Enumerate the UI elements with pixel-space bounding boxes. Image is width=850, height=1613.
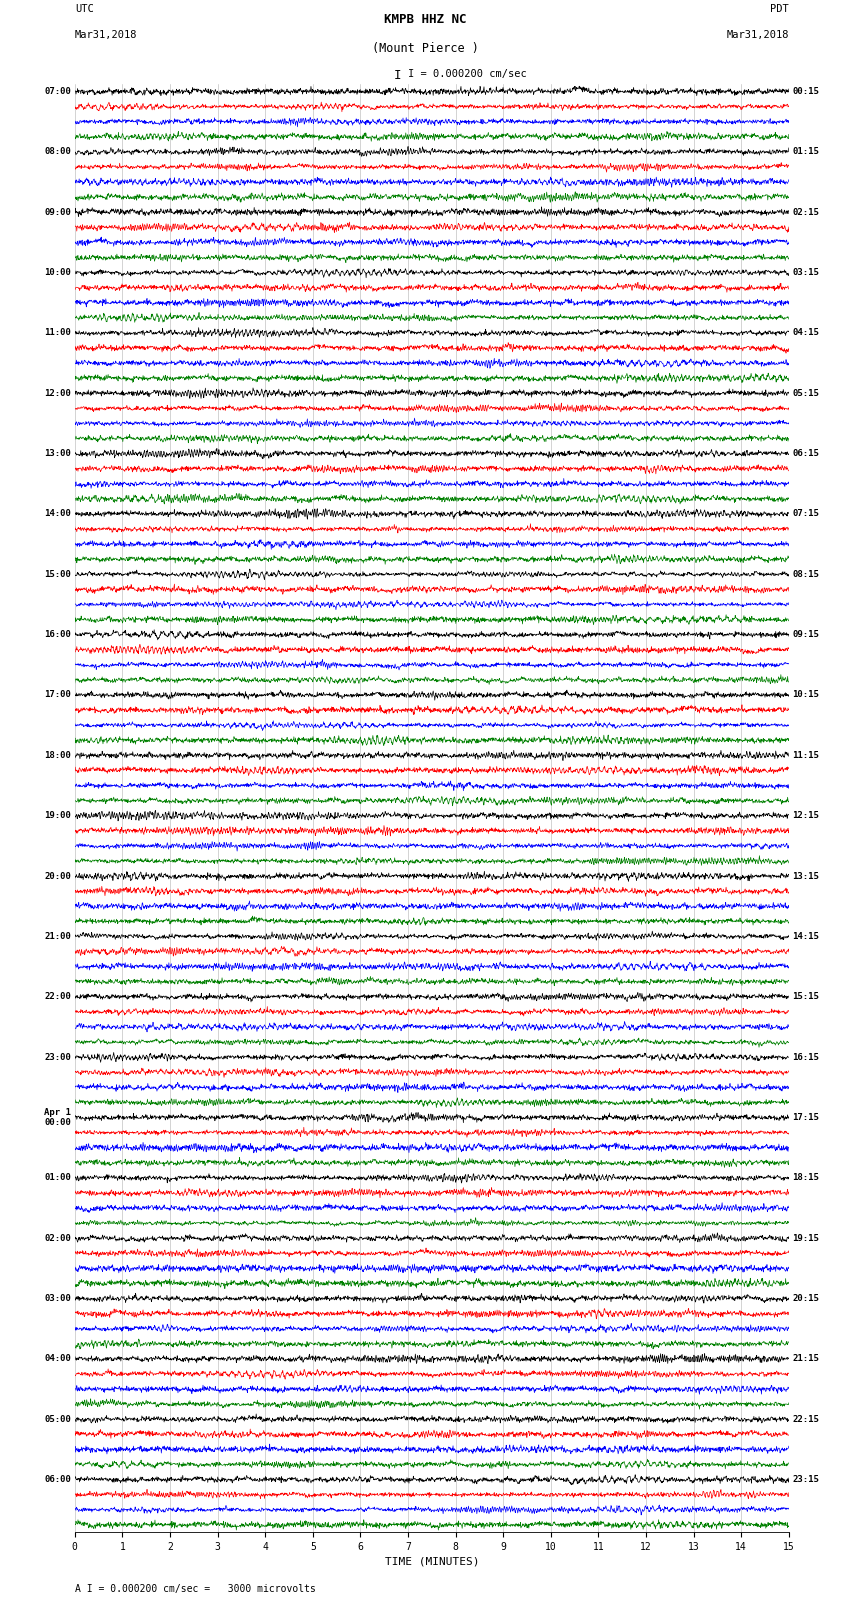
Text: 01:00: 01:00 [44, 1173, 71, 1182]
Text: Mar31,2018: Mar31,2018 [726, 31, 789, 40]
Text: 22:15: 22:15 [792, 1415, 819, 1424]
Text: 10:15: 10:15 [792, 690, 819, 700]
Text: 19:00: 19:00 [44, 811, 71, 819]
Text: 02:00: 02:00 [44, 1234, 71, 1242]
Text: 01:15: 01:15 [792, 147, 819, 156]
Text: 14:00: 14:00 [44, 510, 71, 518]
Text: 04:00: 04:00 [44, 1355, 71, 1363]
Text: 14:15: 14:15 [792, 932, 819, 940]
Text: 16:15: 16:15 [792, 1053, 819, 1061]
Text: PDT: PDT [770, 5, 789, 15]
Text: 12:00: 12:00 [44, 389, 71, 398]
Text: I = 0.000200 cm/sec: I = 0.000200 cm/sec [408, 69, 527, 79]
Text: 22:00: 22:00 [44, 992, 71, 1002]
Text: 06:15: 06:15 [792, 448, 819, 458]
Text: KMPB HHZ NC: KMPB HHZ NC [383, 13, 467, 26]
Text: 21:00: 21:00 [44, 932, 71, 940]
Text: 17:00: 17:00 [44, 690, 71, 700]
Text: 07:00: 07:00 [44, 87, 71, 95]
Text: A I = 0.000200 cm/sec =   3000 microvolts: A I = 0.000200 cm/sec = 3000 microvolts [75, 1584, 315, 1594]
Text: 23:00: 23:00 [44, 1053, 71, 1061]
Text: 02:15: 02:15 [792, 208, 819, 216]
X-axis label: TIME (MINUTES): TIME (MINUTES) [384, 1557, 479, 1566]
Text: 16:00: 16:00 [44, 631, 71, 639]
Text: 18:15: 18:15 [792, 1173, 819, 1182]
Text: Apr 1
00:00: Apr 1 00:00 [44, 1108, 71, 1127]
Text: 07:15: 07:15 [792, 510, 819, 518]
Text: (Mount Pierce ): (Mount Pierce ) [371, 42, 479, 55]
Text: 08:00: 08:00 [44, 147, 71, 156]
Text: 04:15: 04:15 [792, 329, 819, 337]
Text: 23:15: 23:15 [792, 1474, 819, 1484]
Text: 06:00: 06:00 [44, 1474, 71, 1484]
Text: 05:00: 05:00 [44, 1415, 71, 1424]
Text: 20:15: 20:15 [792, 1294, 819, 1303]
Text: 18:00: 18:00 [44, 750, 71, 760]
Text: 05:15: 05:15 [792, 389, 819, 398]
Text: 11:00: 11:00 [44, 329, 71, 337]
Text: 10:00: 10:00 [44, 268, 71, 277]
Text: 17:15: 17:15 [792, 1113, 819, 1123]
Text: Mar31,2018: Mar31,2018 [75, 31, 138, 40]
Text: 09:15: 09:15 [792, 631, 819, 639]
Text: 09:00: 09:00 [44, 208, 71, 216]
Text: 03:15: 03:15 [792, 268, 819, 277]
Text: I: I [394, 69, 401, 82]
Text: 13:00: 13:00 [44, 448, 71, 458]
Text: 08:15: 08:15 [792, 569, 819, 579]
Text: 11:15: 11:15 [792, 750, 819, 760]
Text: UTC: UTC [75, 5, 94, 15]
Text: 12:15: 12:15 [792, 811, 819, 819]
Text: 00:15: 00:15 [792, 87, 819, 95]
Text: 03:00: 03:00 [44, 1294, 71, 1303]
Text: 15:15: 15:15 [792, 992, 819, 1002]
Text: 13:15: 13:15 [792, 871, 819, 881]
Text: 20:00: 20:00 [44, 871, 71, 881]
Text: 19:15: 19:15 [792, 1234, 819, 1242]
Text: 21:15: 21:15 [792, 1355, 819, 1363]
Text: 15:00: 15:00 [44, 569, 71, 579]
